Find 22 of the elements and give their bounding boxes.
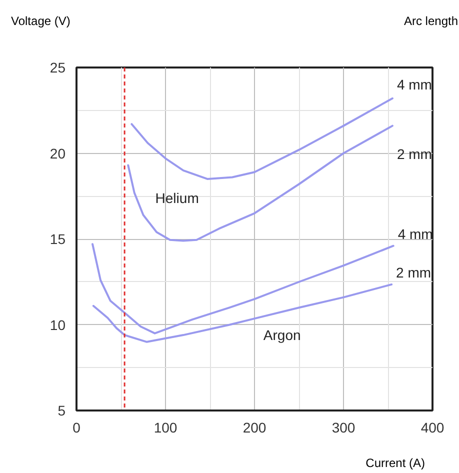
series-label: 2 mm xyxy=(396,146,432,162)
x-tick-label: 200 xyxy=(242,420,266,436)
x-tick-label: 300 xyxy=(332,420,356,436)
line-series xyxy=(127,124,394,242)
x-axis-title: Current (A) xyxy=(364,455,425,472)
y-tick-label: 10 xyxy=(50,316,66,333)
y-tick-label: 5 xyxy=(58,402,66,418)
y-tick-label: 25 xyxy=(50,60,66,76)
x-tick-label: 0 xyxy=(72,420,81,436)
x-tick-label: 400 xyxy=(420,420,444,436)
line-series xyxy=(130,97,394,180)
annotation: Argon xyxy=(263,327,301,344)
series-label: 4 mm xyxy=(398,226,433,242)
series-label: 4 mm xyxy=(396,76,432,92)
y-axis-title: Voltage (V) xyxy=(11,13,70,30)
y-tick-label: 20 xyxy=(50,145,66,162)
line-series xyxy=(92,283,393,343)
annotation: Helium xyxy=(155,190,199,206)
series-label: 2 mm xyxy=(396,264,432,280)
x-tick-label: 100 xyxy=(154,420,178,436)
y-tick-label: 15 xyxy=(50,231,66,247)
text: Arc length xyxy=(404,13,458,30)
